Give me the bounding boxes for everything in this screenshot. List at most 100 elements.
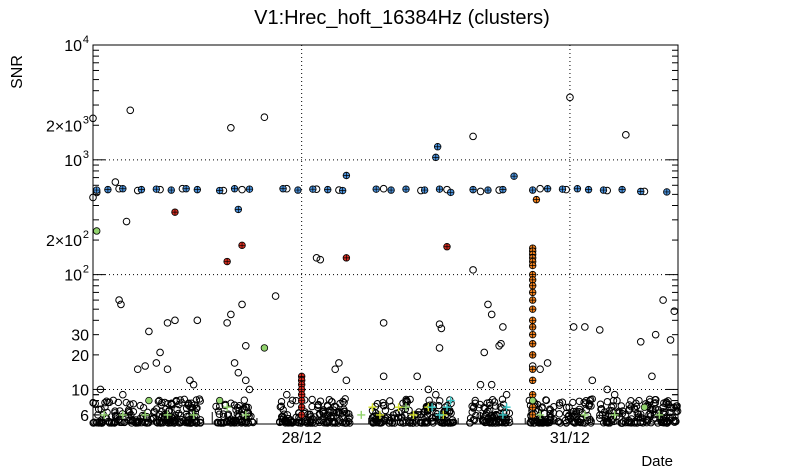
data-point [165, 406, 173, 415]
data-point [632, 399, 640, 407]
data-point [607, 403, 616, 411]
data-point [145, 327, 153, 336]
data-point [666, 336, 675, 344]
data-point [189, 410, 198, 419]
data-point [219, 410, 228, 418]
data-point [636, 418, 645, 427]
data-point [96, 385, 105, 394]
data-point [448, 416, 457, 424]
data-point [308, 395, 316, 404]
data-point-cross [339, 187, 346, 194]
data-point-cross [294, 186, 302, 194]
data-point [609, 402, 617, 410]
data-point [613, 412, 621, 421]
data-point-cross [119, 185, 127, 193]
data-point-cross [529, 365, 536, 373]
data-point [150, 407, 159, 415]
data-point [342, 376, 351, 385]
data-point [476, 187, 485, 196]
data-point [581, 323, 589, 331]
data-point [230, 401, 239, 409]
data-point [622, 131, 630, 139]
data-point [633, 409, 642, 418]
data-point [495, 341, 503, 350]
data-point-cross [171, 208, 179, 216]
data-point [141, 410, 150, 419]
data-point [502, 390, 511, 399]
data-point [603, 385, 612, 394]
data-point [409, 410, 418, 419]
y-tick-exponent: 2 [83, 229, 89, 241]
data-point [125, 408, 134, 417]
data-point [498, 404, 506, 413]
data-point-cross [600, 186, 607, 194]
data-point [424, 385, 433, 394]
data-point [498, 410, 507, 419]
data-point [570, 410, 579, 419]
data-point [126, 106, 135, 115]
y-tick-label: 10 [64, 268, 82, 285]
data-point [643, 416, 652, 424]
data-point [387, 414, 396, 422]
data-point [502, 403, 511, 412]
data-point [621, 411, 630, 419]
data-point [571, 419, 580, 427]
data-point-cross [231, 185, 238, 193]
data-point-cross [343, 254, 350, 262]
data-point-cross [529, 289, 536, 296]
data-point [566, 93, 574, 102]
data-point [223, 403, 232, 412]
data-point-cross [574, 185, 581, 193]
data-point [338, 412, 346, 421]
data-point [292, 418, 301, 426]
data-point [373, 399, 382, 408]
data-point [528, 396, 537, 405]
data-point [585, 399, 594, 408]
data-point [543, 418, 552, 427]
data-point [129, 400, 138, 408]
data-point-cross [194, 186, 201, 193]
data-point [502, 415, 511, 423]
y-tick-label: 10 [71, 382, 89, 399]
y-tick-label: 20 [71, 348, 89, 365]
data-point [340, 399, 348, 407]
data-point [93, 227, 101, 235]
data-point [586, 395, 595, 404]
data-point-cross [469, 186, 477, 193]
data-point [193, 316, 202, 325]
data-point [401, 403, 410, 412]
data-point [189, 380, 198, 389]
data-point [163, 365, 172, 374]
data-point [432, 390, 440, 399]
data-point [343, 409, 351, 417]
data-point [119, 390, 127, 399]
data-point [618, 419, 627, 427]
data-point-cross [529, 411, 536, 419]
data-point [536, 365, 544, 374]
data-point [555, 401, 564, 409]
data-point-cross [238, 242, 246, 249]
data-point-cross [93, 186, 101, 194]
data-point [132, 419, 140, 427]
data-point-cross [529, 186, 536, 194]
data-point [167, 419, 175, 427]
data-point-cross [447, 189, 455, 196]
data-point [234, 412, 243, 420]
data-point-cross [104, 186, 112, 193]
data-point-cross [298, 403, 305, 411]
data-point [387, 402, 396, 411]
data-point [501, 419, 510, 427]
data-point [109, 396, 118, 404]
data-point [435, 320, 444, 329]
data-point [116, 418, 124, 427]
data-point [163, 410, 172, 419]
data-point [481, 418, 489, 427]
data-point [101, 398, 109, 407]
data-point [145, 396, 153, 405]
data-point [248, 418, 256, 426]
data-point [396, 418, 405, 427]
data-point-cross [529, 296, 536, 304]
data-point [634, 414, 642, 422]
data-point [446, 407, 454, 416]
